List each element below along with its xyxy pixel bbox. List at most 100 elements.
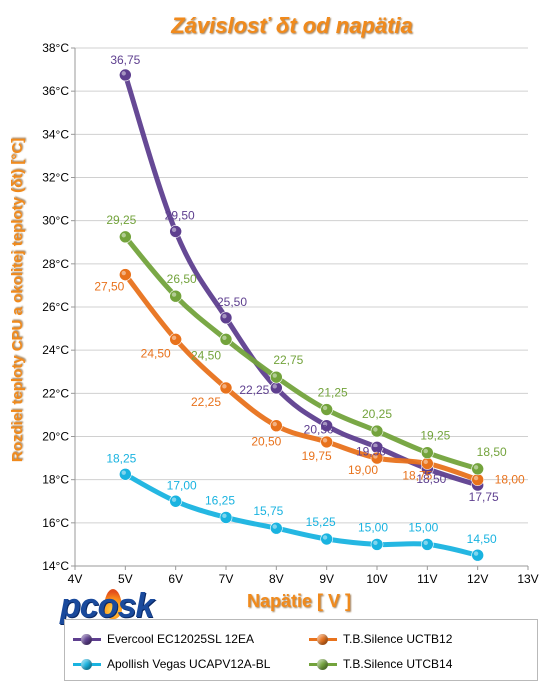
series-markers: [119, 230, 484, 476]
data-point-highlight: [171, 335, 177, 340]
flame-icon: [104, 589, 122, 619]
data-label: 20,50: [304, 423, 334, 437]
data-point-highlight: [272, 384, 277, 389]
data-label: 14,50: [467, 532, 497, 546]
data-point-highlight: [373, 427, 378, 432]
data-point: [370, 451, 384, 465]
pcesk-logo: pcosk: [60, 587, 170, 629]
data-point: [119, 467, 132, 481]
data-label: 17,00: [167, 478, 197, 492]
legend-swatch: [309, 633, 337, 645]
data-label: 19,50: [356, 444, 386, 458]
data-label: 29,25: [106, 213, 136, 227]
axes: 14°C 16°C 18°C 20°C 22°C 24°C 26°C 28°C 30°C 32°C…: [42, 41, 538, 586]
x-tick-label: 7V: [219, 572, 234, 586]
data-point: [270, 521, 283, 535]
data-point-highlight: [473, 551, 479, 556]
data-point: [169, 494, 182, 508]
data-point: [270, 419, 283, 433]
series-markers: [119, 467, 484, 562]
data-point: [219, 381, 233, 395]
x-tick-label: 10V: [366, 572, 387, 586]
data-point-highlight: [222, 313, 227, 319]
data-point-highlight: [171, 497, 177, 502]
data-label: 19,00: [348, 463, 378, 477]
data-point: [320, 419, 333, 433]
y-axis-label: Rozdiel teploty CPU a okolitej teploty (…: [9, 138, 26, 462]
x-tick-label: 13V: [517, 572, 538, 586]
data-label: 18,75: [402, 468, 432, 482]
y-tick-label: 16°C: [42, 516, 69, 530]
x-tick-label: 9V: [319, 572, 334, 586]
data-label: 19,25: [420, 429, 450, 443]
data-label: 18,00: [495, 473, 525, 487]
series-markers: [119, 268, 484, 486]
data-labels: 36,75 29,50 25,50 22,25 20,50 19,50 18,50 17,75…: [94, 53, 525, 546]
data-point-highlight: [373, 540, 378, 546]
y-tick-label: 14°C: [42, 559, 69, 573]
y-tick-label: 30°C: [42, 214, 69, 228]
data-point: [370, 424, 384, 438]
x-axis-label: Napätie [ V ]: [247, 591, 351, 611]
data-point: [370, 538, 384, 551]
data-point: [471, 473, 484, 486]
data-point-highlight: [322, 438, 328, 443]
legend-swatch: [309, 658, 337, 670]
data-point-highlight: [322, 421, 328, 427]
data-label: 27,50: [94, 280, 124, 294]
data-label: 22,25: [239, 383, 269, 397]
data-label: 22,25: [191, 395, 221, 409]
data-point-highlight: [222, 513, 227, 519]
data-label: 15,75: [253, 504, 283, 518]
data-point-highlight: [473, 465, 479, 470]
data-label: 16,25: [205, 493, 235, 507]
y-tick-label: 22°C: [42, 386, 69, 400]
data-label: 29,50: [165, 208, 195, 222]
data-point: [320, 435, 333, 449]
data-point: [421, 538, 434, 551]
data-point: [471, 548, 484, 562]
data-point: [421, 446, 434, 459]
data-label: 25,50: [217, 295, 247, 309]
legend-label: T.B.Silence UCTB12: [343, 632, 453, 646]
legend-swatch: [73, 658, 101, 670]
data-point: [169, 225, 182, 238]
x-tick-label: 11V: [417, 572, 437, 586]
data-label: 18,50: [416, 472, 446, 486]
y-tick-label: 20°C: [42, 430, 69, 444]
data-label: 17,75: [469, 490, 499, 504]
data-point-highlight: [272, 421, 277, 427]
data-point: [169, 289, 182, 303]
data-point: [471, 462, 484, 476]
data-point: [119, 230, 132, 244]
data-point-highlight: [272, 373, 277, 378]
data-point-highlight: [121, 470, 126, 475]
data-point-highlight: [423, 540, 428, 546]
data-point: [169, 333, 182, 346]
data-point-highlight: [423, 459, 428, 465]
x-tick-label: 4V: [68, 572, 83, 586]
chart-title: Závislosť δt od napätia: [170, 13, 413, 38]
data-point-highlight: [121, 71, 126, 76]
legend-item-evercool: Evercool EC12025SL 12EA: [73, 629, 254, 649]
data-label: 18,25: [106, 451, 136, 465]
data-point: [320, 403, 333, 416]
data-label: 19,75: [302, 449, 332, 463]
data-point: [119, 268, 132, 281]
data-label: 24,50: [141, 346, 171, 360]
data-label: 26,50: [167, 272, 197, 286]
y-tick-label: 26°C: [42, 300, 69, 314]
data-point-highlight: [473, 475, 479, 481]
chart-legend: Evercool EC12025SL 12EA T.B.Silence UCTB…: [64, 619, 538, 681]
data-point-highlight: [121, 233, 126, 238]
data-label: 22,75: [273, 353, 303, 367]
series-lines: [119, 68, 484, 562]
data-point: [320, 532, 333, 546]
data-label: 21,25: [318, 386, 348, 400]
data-label: 20,50: [251, 435, 281, 449]
data-label: 18,50: [477, 445, 507, 459]
data-point-highlight: [171, 227, 177, 233]
logo-text: pcosk: [60, 587, 154, 625]
data-point-highlight: [222, 335, 227, 340]
data-point-highlight: [373, 454, 378, 459]
